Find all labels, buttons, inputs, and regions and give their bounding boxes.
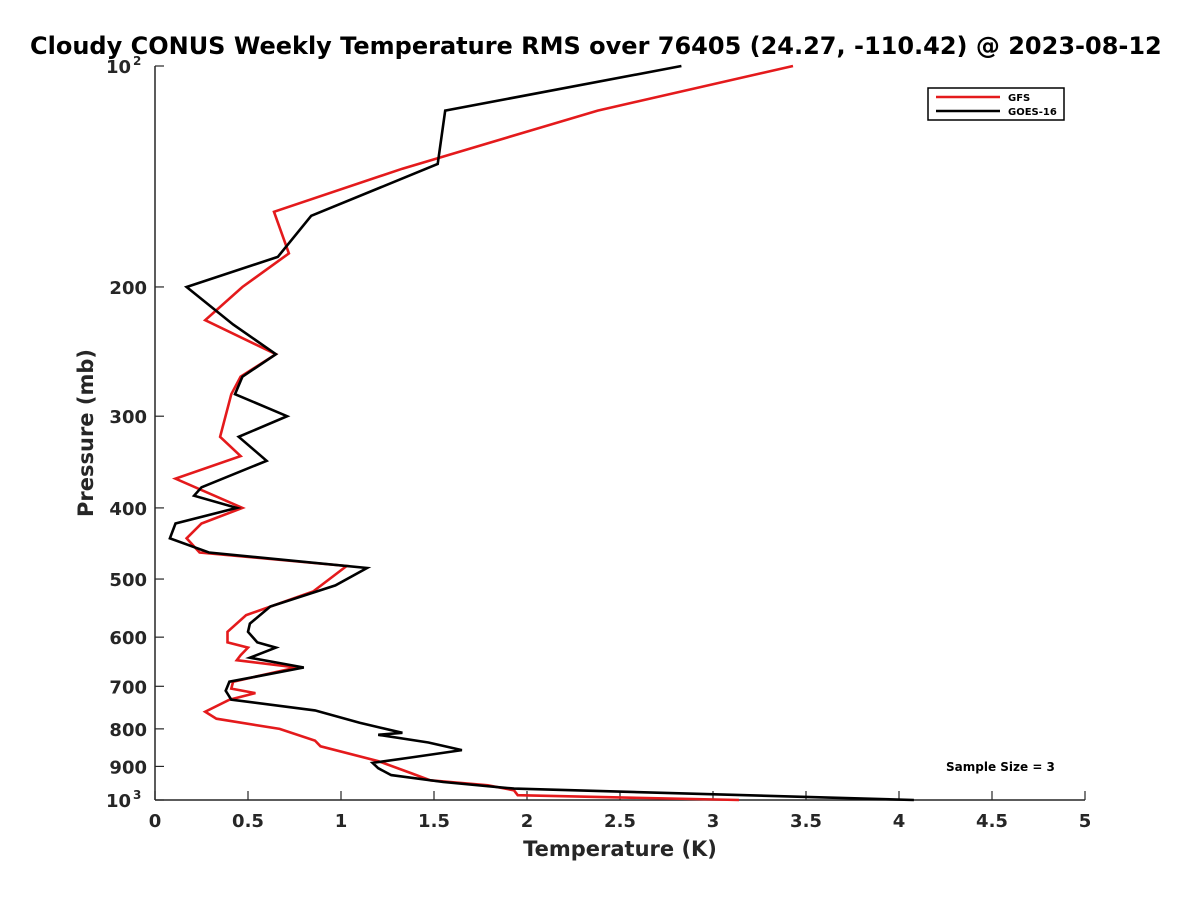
y-axis-label: Pressure (mb) [74,349,98,517]
y-tick-base: 800 [109,720,147,741]
y-tick-label: 800 [109,720,147,741]
x-tick-label: 3 [707,811,720,832]
y-tick-label: 300 [109,407,147,428]
legend: GFS GOES-16 [927,87,1065,121]
y-tick-label: 600 [109,628,147,649]
y-tick-base: 200 [109,278,147,299]
legend-label-goes16: GOES-16 [1008,107,1057,118]
x-tick-label: 1 [335,811,348,832]
x-tick-label: 5 [1079,811,1092,832]
y-tick-label: 900 [109,757,147,778]
y-tick-base: 10 [106,791,131,812]
y-tick-label: 10 [106,57,131,78]
x-tick-label: 2.5 [604,811,636,832]
series-line-gfs [171,64,794,802]
y-tick-base: 900 [109,757,147,778]
y-tick-label: 400 [109,499,147,520]
sample-size-annotation: Sample Size = 3 [946,760,1055,774]
x-tick-label: 4.5 [976,811,1008,832]
y-tick-base: 300 [109,407,147,428]
y-tick-exponent: 2 [133,54,141,68]
series-line-goes-16 [168,64,914,802]
x-tick-label: 0.5 [232,811,264,832]
y-tick-exponent: 3 [133,788,141,802]
x-tick-label: 1.5 [418,811,450,832]
series-layer [168,64,914,802]
x-tick-label: 0 [149,811,162,832]
chart-title: Cloudy CONUS Weekly Temperature RMS over… [30,32,1162,60]
y-tick-base: 600 [109,628,147,649]
legend-box [927,87,1065,121]
x-axis-label: Temperature (K) [523,837,717,861]
y-tick-base: 10 [106,57,131,78]
x-tick-label: 2 [521,811,534,832]
y-tick-label: 700 [109,677,147,698]
y-tick-label: 200 [109,278,147,299]
y-tick-base: 400 [109,499,147,520]
x-tick-label: 3.5 [790,811,822,832]
legend-label-gfs: GFS [1008,93,1030,104]
y-tick-base: 700 [109,677,147,698]
y-tick-label: 10 [106,791,131,812]
y-tick-base: 500 [109,570,147,591]
x-tick-label: 4 [893,811,906,832]
x-axis-ticks: 0 0.5 1 1.5 2 2.5 3 3.5 4 4.5 5 [149,791,1092,832]
y-tick-label: 500 [109,570,147,591]
